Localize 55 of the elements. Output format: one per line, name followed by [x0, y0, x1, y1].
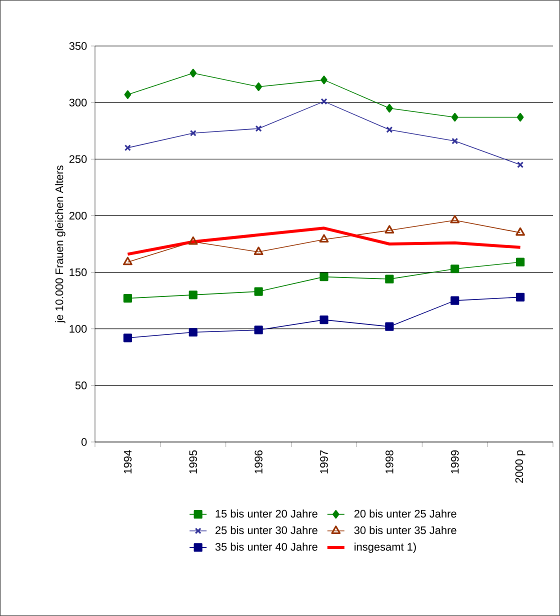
legend-label: 25 bis unter 30 Jahre [216, 526, 318, 534]
point [385, 274, 394, 284]
point [386, 104, 393, 113]
y-tick-label: 0 [81, 438, 87, 446]
point [123, 294, 132, 303]
legend-label: 15 bis unter 20 Jahre [216, 510, 318, 518]
point [188, 236, 198, 245]
point [320, 316, 328, 324]
point [123, 256, 132, 266]
point [124, 90, 132, 99]
y-tick-label: 150 [70, 268, 87, 276]
point [188, 290, 198, 300]
y-tick-label: 50 [75, 382, 87, 390]
point [450, 214, 460, 224]
y-tick-label: 250 [69, 155, 87, 164]
point [450, 296, 460, 305]
point [320, 76, 328, 84]
point [320, 272, 328, 282]
x-tick-label: 1995 [189, 450, 198, 474]
point [385, 322, 394, 331]
x-tick-label: 1996 [254, 450, 262, 474]
point [516, 292, 525, 302]
point [320, 98, 328, 105]
x-tick-label: 1998 [386, 450, 394, 474]
y-tick-label: 350 [69, 42, 87, 50]
point [123, 334, 132, 342]
point [451, 112, 458, 122]
point [255, 125, 262, 132]
y-axis-title: je 10.000 Frauen gleichen Alters [55, 166, 66, 324]
y-tick-label: 300 [69, 98, 87, 106]
legend-label: 35 bis unter 40 Jahre [215, 542, 318, 551]
point [516, 227, 525, 236]
legend-label: 30 bis unter 35 Jahre [354, 526, 456, 534]
point [452, 138, 458, 144]
y-tick-label: 200 [69, 212, 87, 220]
point [255, 82, 262, 92]
point [254, 287, 263, 296]
point [516, 258, 525, 266]
x-tick-label: 1994 [124, 450, 132, 474]
point [450, 264, 460, 274]
y-tick-label: 100 [70, 324, 87, 333]
point [384, 225, 394, 234]
point [254, 246, 264, 255]
x-tick-label: 1999 [450, 450, 459, 474]
point [188, 328, 198, 337]
point [319, 234, 329, 243]
legend-label: 20 bis unter 25 Jahre [354, 510, 456, 518]
point [386, 126, 393, 133]
legend-label: insgesamt 1) [354, 542, 416, 553]
point [516, 112, 524, 122]
x-tick-label: 1997 [320, 450, 328, 474]
point [190, 130, 196, 136]
x-tick-label: 2000 p [515, 450, 526, 483]
point [254, 326, 263, 334]
point [190, 68, 197, 78]
